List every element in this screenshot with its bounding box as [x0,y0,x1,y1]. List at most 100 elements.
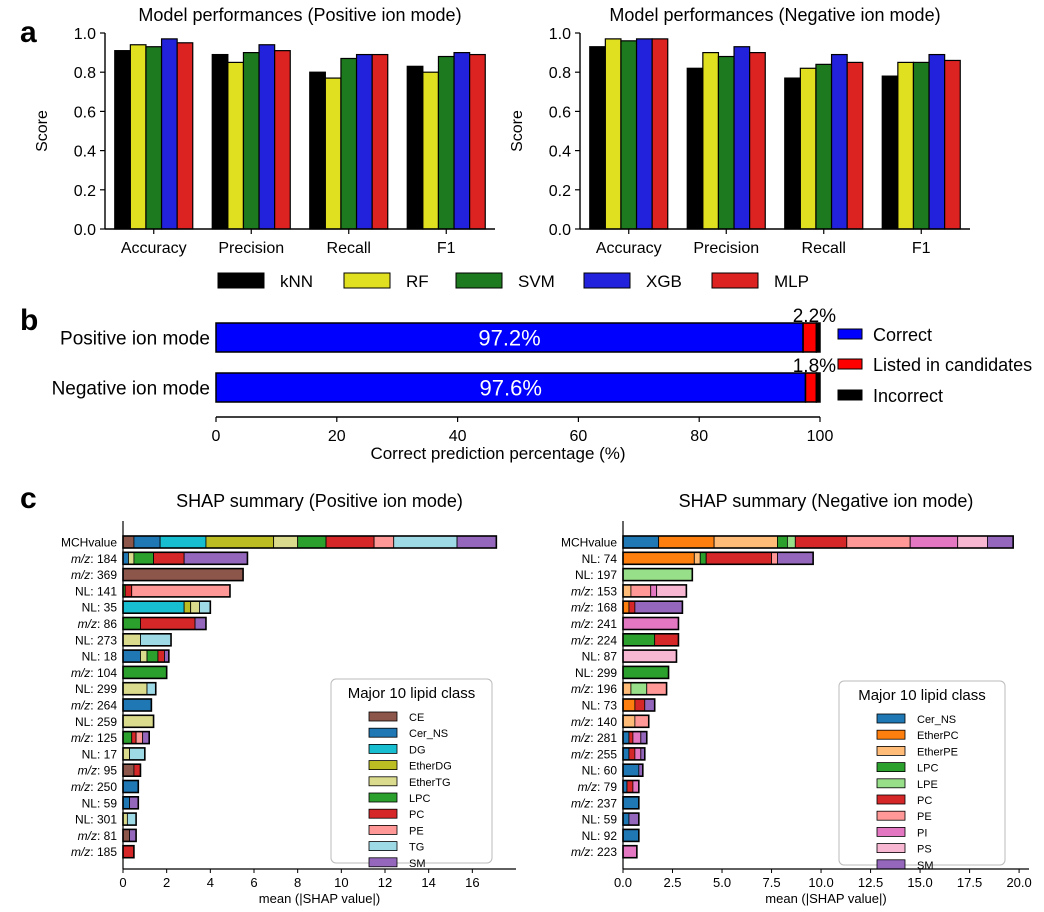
feature-label-text: NL: 74 [582,552,618,566]
legend-label: EtherPC [917,730,959,742]
stacked-segment [699,551,707,565]
x-tick-label: 15.0 [907,875,932,890]
row-label: Negative ion mode [52,379,210,400]
feature-label: m/z: 185 [71,845,117,859]
legend-swatch [583,272,631,289]
feature-label-prefix: m/z [71,731,90,745]
stacked-segment [628,812,640,826]
stacked-segment [146,649,159,663]
bar [881,75,899,230]
feature-label-prefix: m/z [578,780,597,794]
stacked-segment [802,322,818,353]
bar [469,53,486,230]
feature-label-text: NL: 301 [75,813,117,827]
panel-c-negative-chart: SHAP summary (Negative ion mode) MCHvalue… [561,491,1032,906]
stacked-segment [146,682,157,696]
bar [176,42,194,230]
legend-swatch [368,727,398,738]
legend-label: CE [409,712,424,724]
x-axis-label: mean (|SHAP value|) [765,891,886,906]
stacked-segment [140,633,172,647]
chart-title: Model performances (Positive ion mode) [138,5,461,25]
legend-swatch [837,389,863,401]
stacked-segment [190,600,200,614]
bar [815,63,833,230]
feature-label: NL: 87 [582,650,618,664]
stacked-segment [373,535,395,549]
feature-label: NL: 259 [75,715,117,729]
stacked-segment [622,535,660,549]
stacked-segment [205,535,275,549]
feature-label-text: NL: 92 [582,829,618,843]
bar [453,51,471,230]
stacked-segment [128,551,135,565]
x-tick-label: 20.0 [1006,875,1031,890]
bar [324,77,342,230]
feature-label-prefix: m/z [71,780,90,794]
legend-swatch [876,746,906,756]
x-tick-label: F1 [912,240,931,257]
x-axis-label: Correct prediction percentage (%) [370,444,625,463]
bar [717,55,735,230]
stacked-segment [634,600,683,614]
legend-swatch [876,859,906,870]
x-tick-label: 14 [421,875,435,890]
feature-label-prefix: m/z [571,715,590,729]
bar [242,51,260,230]
feature-label-prefix: m/z [78,617,97,631]
feature-label-text: : 125 [90,731,117,745]
feature-label-prefix: m/z [71,552,90,566]
feature-label: NL: 18 [82,650,118,664]
y-tick-label: 0.2 [74,183,96,200]
stacked-segment [622,633,656,647]
stacked-segment [133,551,154,565]
legend-swatch [368,841,398,851]
bar [340,57,358,230]
stacked-segment [183,600,192,614]
feature-label-text: : 250 [90,780,117,794]
x-tick-label: 10.0 [808,875,833,890]
legend-swatch [455,272,503,289]
y-axis-label: Score [34,110,51,152]
y-tick-label: 0.2 [549,183,571,200]
feature-label-text: : 79 [597,780,617,794]
x-tick-label: Accuracy [596,240,662,257]
legend-label: DG [409,744,426,756]
bar [129,44,147,230]
stacked-segment [122,731,133,744]
feature-label: m/z: 250 [71,780,117,794]
y-tick-label: 0.0 [549,222,571,239]
stacked-segment [133,763,141,777]
legend-swatch [368,825,398,835]
stacked-segment [153,551,185,565]
feature-label: m/z: 255 [571,747,617,761]
x-tick-label: 17.5 [957,875,982,890]
feature-label-text: NL: 35 [82,601,118,615]
legend-swatch [876,794,906,805]
legend-label: kNN [280,272,313,291]
stacked-segment [777,535,788,549]
stacked-segment [846,535,911,549]
feature-label-prefix: m/z [571,796,590,810]
feature-label-prefix: m/z [571,682,590,696]
stacked-segment [658,535,715,549]
feature-label: m/z: 104 [71,666,117,680]
bar [928,53,946,230]
feature-label-text: : 184 [90,552,117,566]
panel-label-a: a [20,16,37,49]
stacked-segment [794,535,848,549]
legend-swatch [368,808,398,819]
bar [589,46,606,230]
stacked-segment [622,845,638,859]
stacked-segment [122,600,185,614]
x-tick-label: 0.0 [614,875,632,890]
feature-label: NL: 301 [75,813,117,827]
feature-label-prefix: m/z [571,617,590,631]
feature-label-prefix: m/z [571,747,590,761]
stacked-segment [622,763,640,777]
stacked-segment [122,682,148,696]
panel-a-positive-chart: Model performances (Positive ion mode) Sc… [34,5,495,257]
x-tick-label: 80 [690,428,708,445]
legend-swatch [876,713,906,724]
legend-swatch [876,778,906,789]
